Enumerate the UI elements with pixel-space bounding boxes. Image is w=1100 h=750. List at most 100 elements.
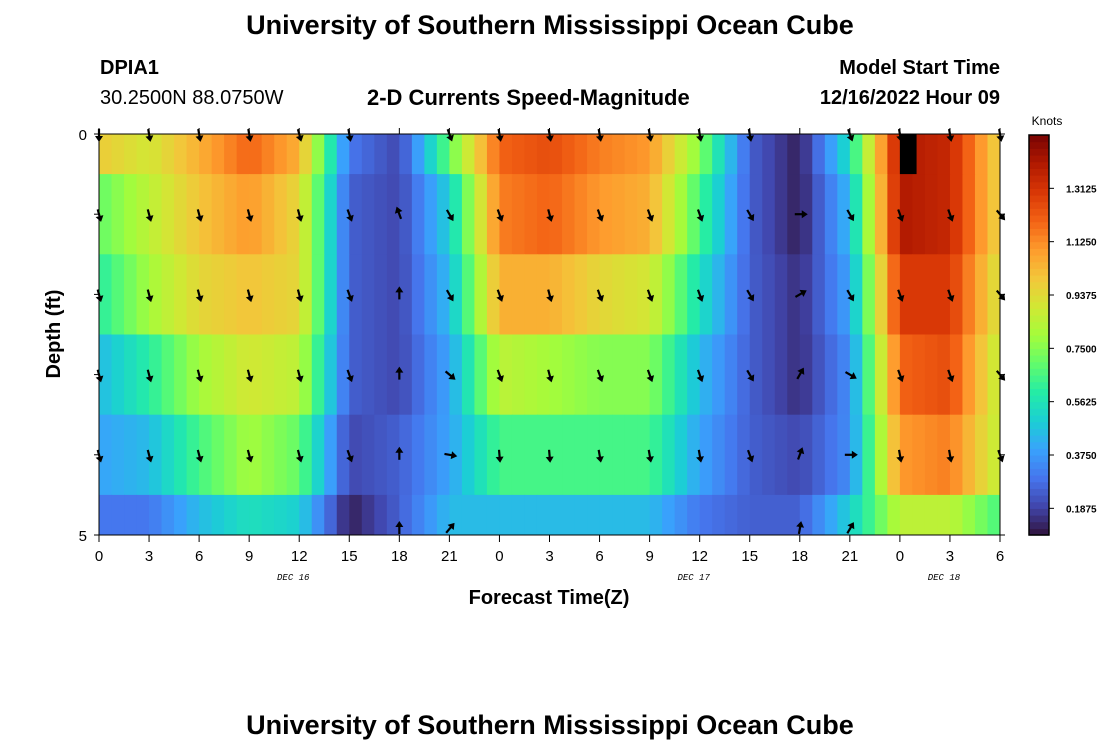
arrow-head (245, 295, 254, 303)
arrow-head (395, 366, 404, 373)
heatmap-cell (249, 134, 263, 175)
heatmap-cell (424, 174, 438, 255)
current-arrow (546, 289, 554, 303)
heatmap-cell (824, 414, 838, 496)
heatmap-cell (149, 334, 163, 416)
current-arrow (195, 449, 204, 463)
arrow-head (195, 375, 204, 383)
heatmap-cell (274, 174, 288, 255)
arrow-head (95, 295, 104, 303)
arrow-head (847, 213, 855, 222)
heatmap-cell (186, 174, 200, 255)
heatmap-cell (949, 334, 964, 416)
arrow-shaft (746, 369, 753, 378)
heatmap-cell (386, 174, 400, 255)
heatmap-cell (486, 134, 501, 175)
heatmap-cell (674, 414, 688, 496)
heatmap-cell (186, 414, 200, 496)
heatmap-cell (361, 174, 375, 255)
colorbar-segment (1029, 135, 1049, 143)
colorbar-segment (1029, 268, 1049, 276)
heatmap-cell (749, 254, 763, 336)
heatmap-cell (461, 494, 476, 535)
arrow-head (346, 455, 354, 463)
heatmap-cell (261, 414, 275, 496)
heatmap-cell (224, 414, 238, 496)
heatmap-cell (762, 254, 776, 336)
arrow-shaft (445, 525, 453, 534)
arrow-head (896, 294, 905, 302)
arrow-shaft (596, 369, 602, 378)
current-arrow (946, 289, 955, 302)
heatmap-cell (436, 414, 450, 496)
heatmap-cell (424, 334, 438, 416)
heatmap-cell (411, 174, 425, 255)
heatmap-cell (649, 254, 663, 336)
heatmap-cell (787, 134, 801, 175)
heatmap-cell (849, 334, 863, 416)
current-arrow (696, 369, 705, 383)
arrow-shaft (346, 289, 352, 298)
colorbar-segment (1029, 235, 1049, 243)
heatmap-cell (174, 494, 188, 535)
arrow-head (446, 294, 454, 302)
heatmap-cell (674, 134, 688, 175)
heatmap-cell (962, 174, 976, 255)
colorbar-segment (1029, 308, 1049, 316)
arrow-shaft (496, 209, 502, 218)
heatmap-cell (987, 254, 1000, 336)
heatmap-cell (236, 174, 250, 255)
heatmap-cell (261, 174, 275, 255)
heatmap-cell (624, 174, 638, 255)
current-arrow (896, 209, 905, 222)
x-tick-label: 0 (495, 548, 503, 565)
arrow-head (595, 135, 604, 142)
heatmap-cell (762, 174, 776, 255)
y-tick-label: 5 (79, 528, 87, 545)
arrow-head (797, 367, 805, 375)
heatmap-cell (612, 494, 626, 535)
colorbar-tick-label: 0.1875 (1066, 504, 1097, 515)
arrow-shaft (547, 289, 552, 298)
heatmap-cell (136, 414, 150, 496)
heatmap-cell (236, 134, 250, 175)
heatmap-cell (261, 134, 275, 175)
heatmap-cell (799, 254, 813, 336)
current-arrow (445, 289, 454, 302)
current-arrow (846, 522, 855, 534)
heatmap-cell (136, 494, 150, 535)
current-arrow (546, 209, 554, 222)
heatmap-cell (249, 254, 263, 336)
heatmap-cell (174, 254, 188, 336)
current-arrow (195, 209, 204, 222)
arrow-shaft (596, 289, 602, 298)
colorbar-segment (1029, 415, 1049, 423)
heatmap-cell (712, 334, 726, 416)
x-tick-label: 15 (741, 548, 758, 565)
colorbar-segment (1029, 301, 1049, 309)
arrow-head (395, 446, 404, 453)
heatmap-cell (949, 494, 964, 535)
heatmap-cell (361, 414, 375, 496)
heatmap-cell (249, 494, 263, 535)
colorbar-tick-label: 0.9375 (1066, 291, 1097, 302)
heatmap-cell (674, 334, 688, 416)
colorbar-segment (1029, 215, 1049, 223)
heatmap-cell (549, 254, 563, 336)
colorbar-segment (1029, 295, 1049, 303)
arrow-shaft (846, 525, 853, 534)
heatmap-cell (199, 494, 213, 535)
heatmap-cell (724, 414, 738, 496)
arrow-shaft (246, 449, 252, 458)
heatmap-cell (149, 134, 163, 175)
heatmap-cell (724, 174, 738, 255)
heatmap-cell (399, 334, 413, 416)
heatmap-cell (424, 494, 438, 535)
current-arrow (395, 446, 404, 460)
heatmap-cell (974, 254, 989, 336)
heatmap-cell (624, 494, 638, 535)
heatmap-cell (624, 414, 638, 496)
heatmap-cell (374, 174, 388, 255)
colorbar-segment (1029, 395, 1049, 403)
heatmap-cell (474, 134, 488, 175)
